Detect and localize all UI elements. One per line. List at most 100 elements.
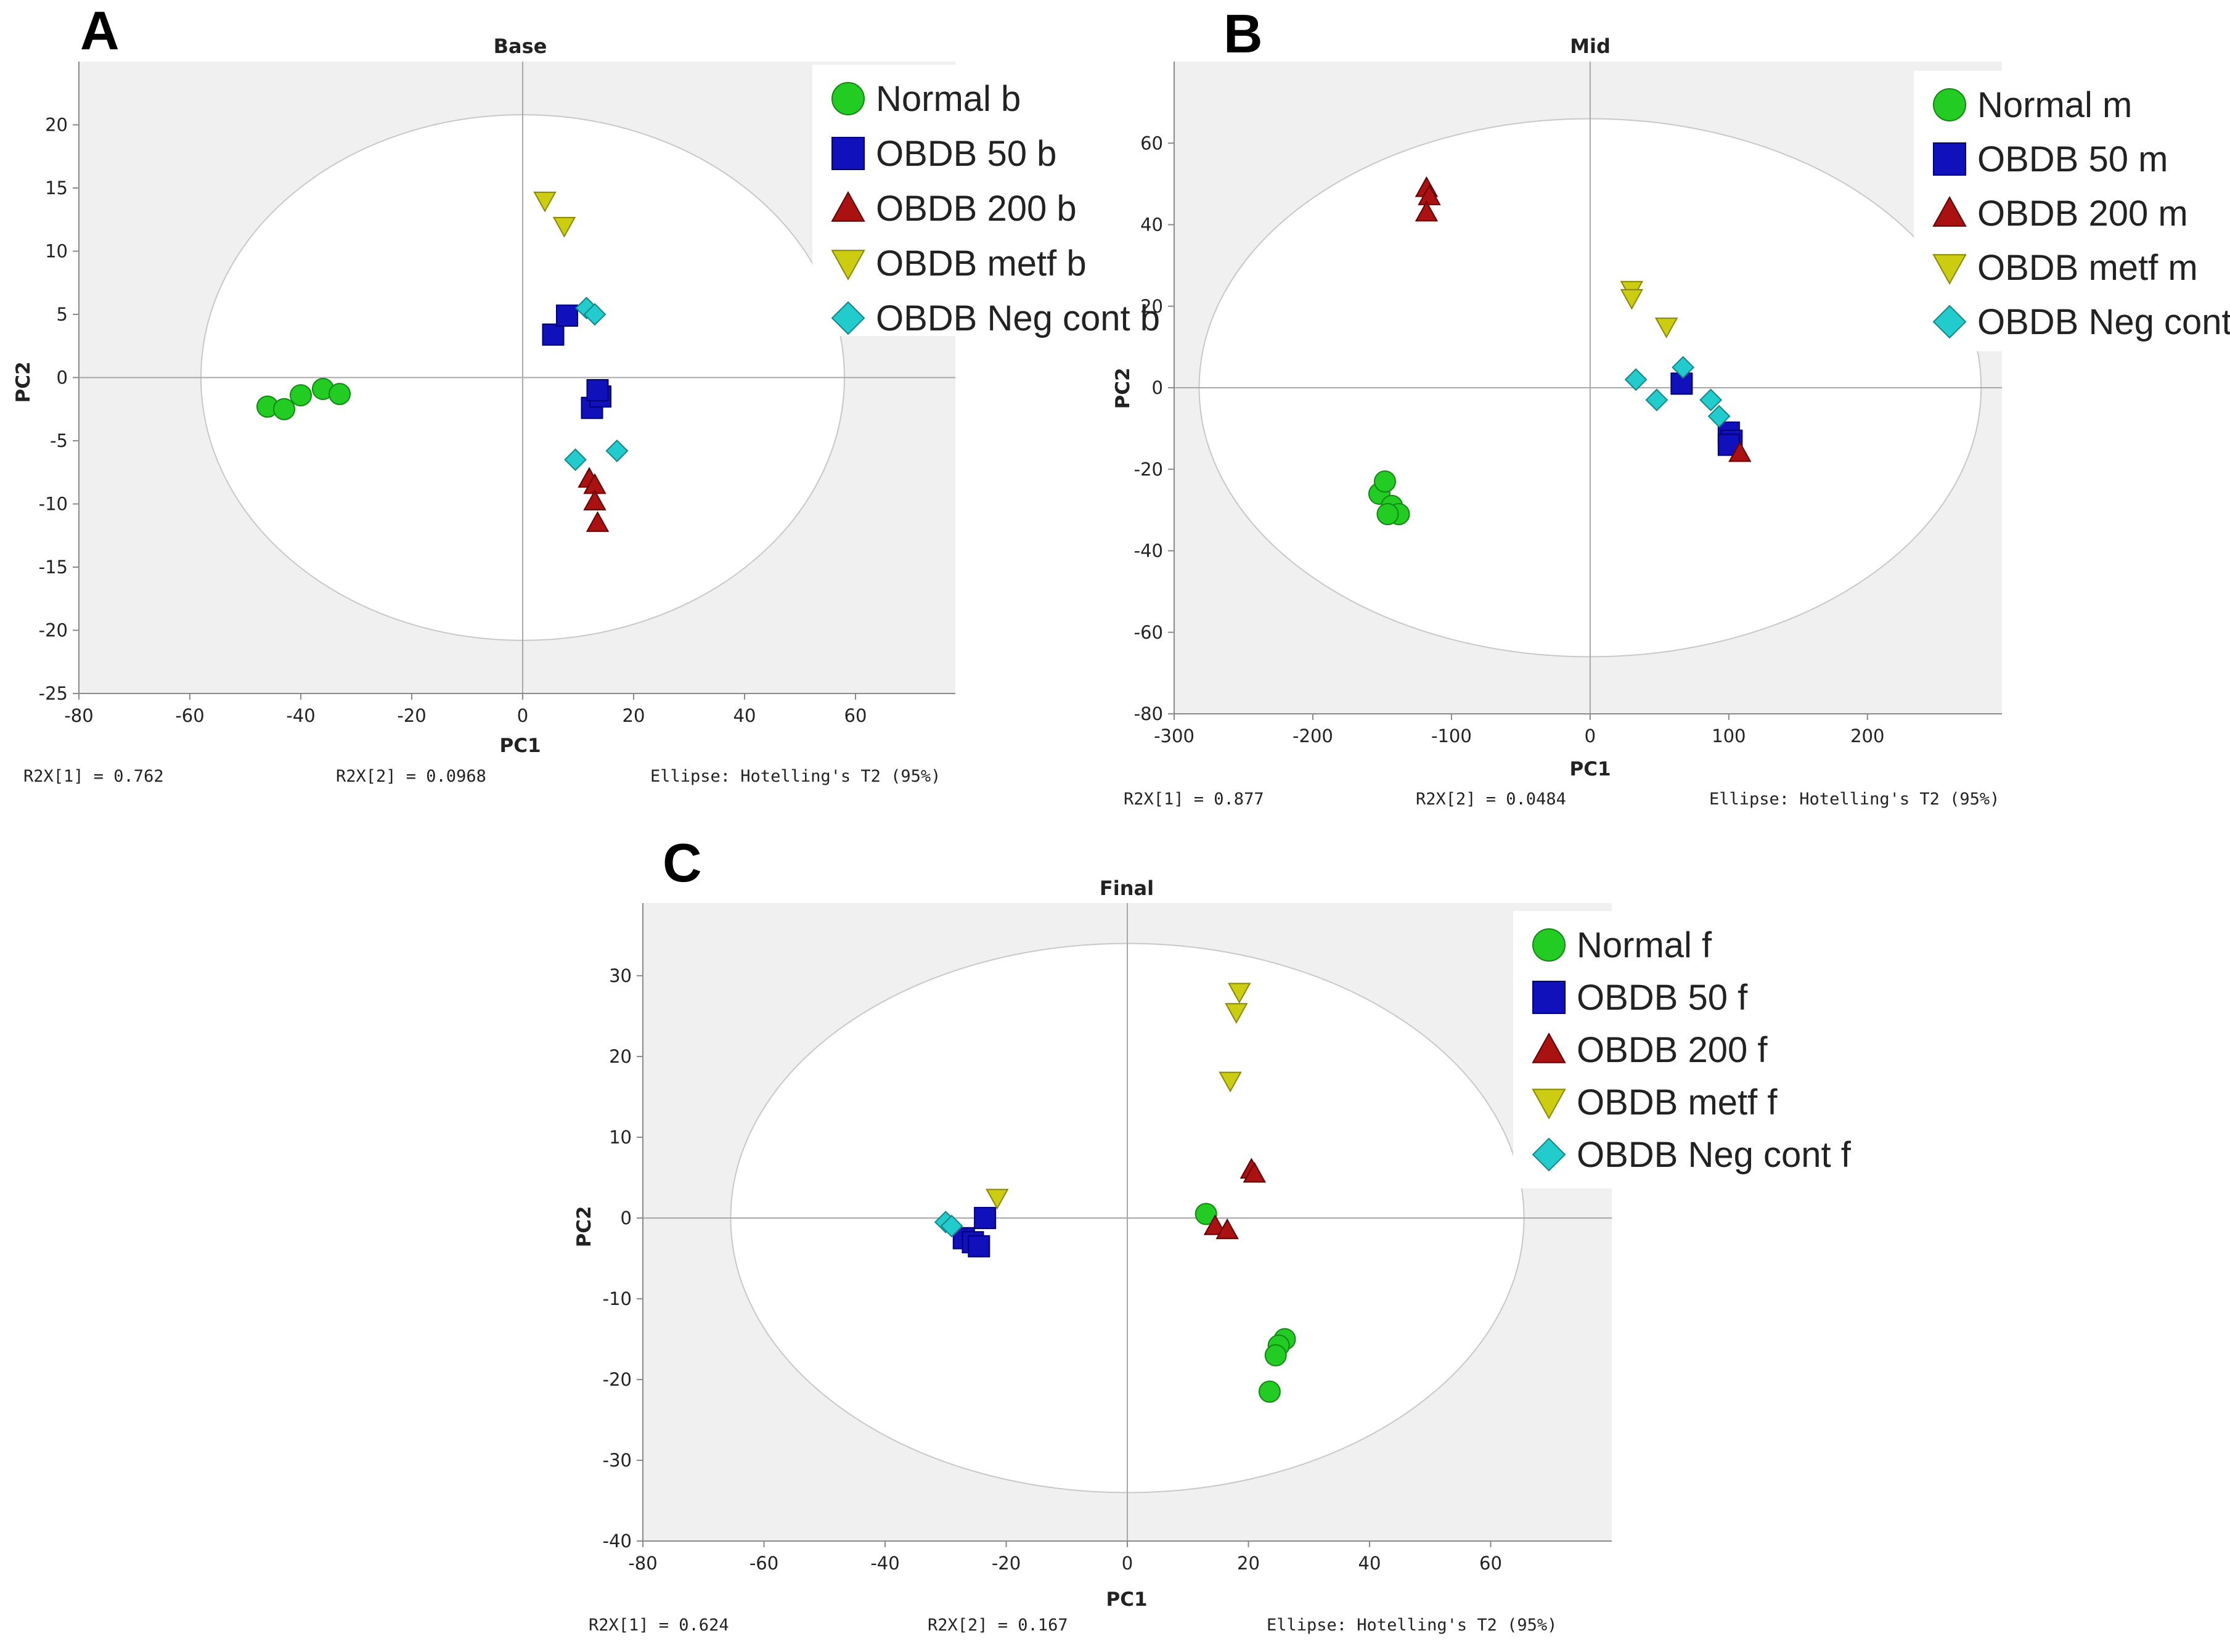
panel-a-point-normal-b	[329, 383, 351, 406]
panel-a-y-tick-label: 10	[45, 241, 68, 262]
panel-b-r2x2: R2X[2] = 0.0484	[1416, 790, 1566, 809]
panel-letter-a: A	[80, 0, 120, 61]
panel-a-x-tick-label: 60	[844, 705, 867, 726]
panel-b-point-normal-m	[1373, 470, 1396, 493]
panel-c-point-obdb-200-f	[1243, 1161, 1267, 1183]
panel-a-legend-label: OBDB 50 b	[876, 134, 1056, 174]
panel-b-point-obdb-metf-m	[1654, 317, 1678, 338]
panel-b-x-tick-label: 100	[1712, 726, 1746, 746]
panel-a-point-obdb-200-b	[586, 511, 610, 532]
panel-c-plot: -80 -60 -40 -20 0 20 40 60 -40 -30 -20 -10 0 10 20 30	[603, 903, 1612, 1574]
panel-b-y-tick-label: -20	[1134, 459, 1163, 480]
panel-a-legend-box	[812, 65, 1133, 336]
panel-a-point-obdb-neg-cont-b	[605, 439, 629, 462]
panel-c-x-tick-label: 0	[1122, 1553, 1133, 1574]
panel-b-legend-box	[1914, 71, 2230, 351]
panel-b-legend-marker-obdb-metf-m	[1932, 254, 1967, 285]
panel-b-r2x1: R2X[1] = 0.877	[1124, 790, 1264, 809]
panel-b-legend-label: OBDB 200 m	[1977, 194, 2188, 234]
panel-a-legend: Normal b OBDB 50 b OBDB 200 b OBDB metf b OB…	[812, 65, 1160, 338]
panel-c-point-normal-f	[1195, 1203, 1217, 1225]
panel-b: Mid -300 -200 -100 0 100 200-80-60-40-2002040…	[1112, 35, 2230, 809]
panel-a-y-tick-label: 20	[45, 115, 68, 136]
panel-c-legend: Normal f OBDB 50 f OBDB 200 f OBDB metf f OB…	[1513, 911, 1852, 1188]
panel-a-point-obdb-metf-b	[533, 191, 557, 213]
panel-c-legend-label: OBDB metf f	[1577, 1082, 1778, 1122]
panel-c-legend-marker-obdb-200-f	[1532, 1032, 1566, 1063]
panel-a-point-obdb-50-b	[586, 379, 609, 401]
panel-a-plot: -80 -60 -40 -20 0 20 40 60 -25 -20 -15 -10 -5 0 5 10 15 2…	[39, 62, 955, 726]
panel-a-x-tick-label: -80	[64, 705, 93, 726]
panel-c-legend-marker-normal-f	[1532, 928, 1566, 962]
panel-a-point-obdb-50-b	[556, 305, 578, 327]
panel-a-legend-marker-normal-b	[831, 82, 865, 115]
panel-b-point-obdb-200-m	[1728, 441, 1752, 462]
panel-c-y-tick-label: 20	[609, 1046, 632, 1067]
panel-c-x-tick-label: 60	[1479, 1553, 1502, 1574]
panel-c-legend-marker-obdb-neg-cont-f	[1532, 1137, 1566, 1172]
panel-b-point-normal-m	[1376, 502, 1399, 525]
panel-b-legend-label: OBDB 50 m	[1977, 139, 2168, 179]
panel-a-legend-label: OBDB 200 b	[876, 189, 1077, 229]
panel-a-x-tick-label: -20	[397, 705, 426, 726]
panel-letter-b: B	[1223, 3, 1263, 64]
panel-a-point-obdb-50-b	[542, 323, 565, 346]
panel-c-xlabel: PC1	[1106, 1589, 1147, 1611]
panel-b-legend-marker-obdb-200-m	[1932, 195, 1967, 227]
panel-c-point-obdb-metf-f	[986, 1188, 1009, 1210]
panel-a-y-tick-label: -20	[39, 620, 68, 641]
panel-b-legend-label: Normal m	[1977, 85, 2132, 125]
panel-c-y-tick-label: -10	[603, 1288, 632, 1309]
panel-c-legend-label: OBDB 50 f	[1577, 978, 1748, 1018]
panel-letter-c: C	[663, 832, 702, 893]
panel-b-point-obdb-neg-cont-m	[1672, 356, 1695, 379]
panel-c: Final -80 -60 -40 -20 0 20 40 60 -40 -30 -20 -10 0 10…	[573, 877, 1852, 1635]
panel-a-legend-marker-obdb-metf-b	[831, 250, 865, 281]
panel-c-y-tick-label: -20	[603, 1369, 632, 1390]
panel-c-r2x2: R2X[2] = 0.167	[928, 1616, 1068, 1635]
panel-a-point-normal-b	[290, 384, 312, 407]
panel-a-x-tick-label: 20	[623, 705, 645, 726]
panel-b-point-obdb-metf-m	[1620, 288, 1644, 310]
panel-c-point-obdb-50-f	[968, 1235, 990, 1257]
panel-a-y-tick-label: 5	[57, 304, 68, 325]
panel-c-x-tick-label: -80	[628, 1553, 657, 1574]
panel-c-x-tick-label: -60	[749, 1553, 778, 1574]
panel-c-point-obdb-metf-f	[1228, 983, 1251, 1004]
panel-c-x-tick-label: 40	[1358, 1553, 1381, 1574]
panel-b-point-obdb-200-m	[1418, 184, 1441, 205]
panel-a-y-tick-label: 15	[45, 178, 68, 198]
panel-b-y-tick-label: -60	[1134, 622, 1163, 643]
panel-b-legend-label: OBDB metf m	[1977, 248, 2198, 288]
panel-a-ellipse-note: Ellipse: Hotelling's T2 (95%)	[650, 767, 941, 786]
panel-a-point-obdb-200-b	[583, 489, 607, 510]
panel-c-y-tick-label: 10	[609, 1127, 632, 1148]
panel-a-r2x2: R2X[2] = 0.0968	[336, 767, 486, 786]
panel-a-legend-label: OBDB metf b	[876, 243, 1087, 284]
panel-b-y-tick-label: 20	[1140, 296, 1163, 317]
panel-c-point-normal-f	[1264, 1344, 1287, 1367]
panel-a-legend-marker-obdb-50-b	[831, 137, 865, 170]
panel-c-r2x1: R2X[1] = 0.624	[589, 1616, 729, 1635]
panel-c-legend-marker-obdb-metf-f	[1532, 1089, 1566, 1120]
panel-a-x-tick-label: -40	[286, 705, 315, 726]
panel-c-y-tick-label: -40	[603, 1531, 632, 1552]
panel-c-point-normal-f	[1258, 1380, 1281, 1403]
panel-c-point-obdb-200-f	[1203, 1214, 1227, 1235]
panel-a-point-obdb-metf-b	[552, 216, 576, 238]
panel-a-ylabel: PC2	[12, 361, 35, 403]
panel-c-point-obdb-metf-f	[1225, 1003, 1248, 1024]
panel-b-y-tick-label: 40	[1140, 215, 1163, 235]
panel-c-point-obdb-200-f	[1215, 1218, 1239, 1240]
panel-c-legend-label: Normal f	[1577, 925, 1712, 965]
panel-a-y-tick-label: -15	[39, 557, 68, 578]
panel-c-legend-label: OBDB Neg cont f	[1577, 1135, 1852, 1175]
panel-a-y-tick-label: -25	[39, 683, 68, 704]
panel-c-x-tick-label: 20	[1237, 1553, 1260, 1574]
panel-b-x-tick-label: 0	[1585, 726, 1596, 746]
panel-a-title: Base	[494, 35, 547, 58]
panel-a-x-tick-label: 40	[733, 705, 756, 726]
panel-b-legend-marker-obdb-50-m	[1933, 142, 1966, 176]
panel-a-r2x1: R2X[1] = 0.762	[23, 767, 164, 786]
